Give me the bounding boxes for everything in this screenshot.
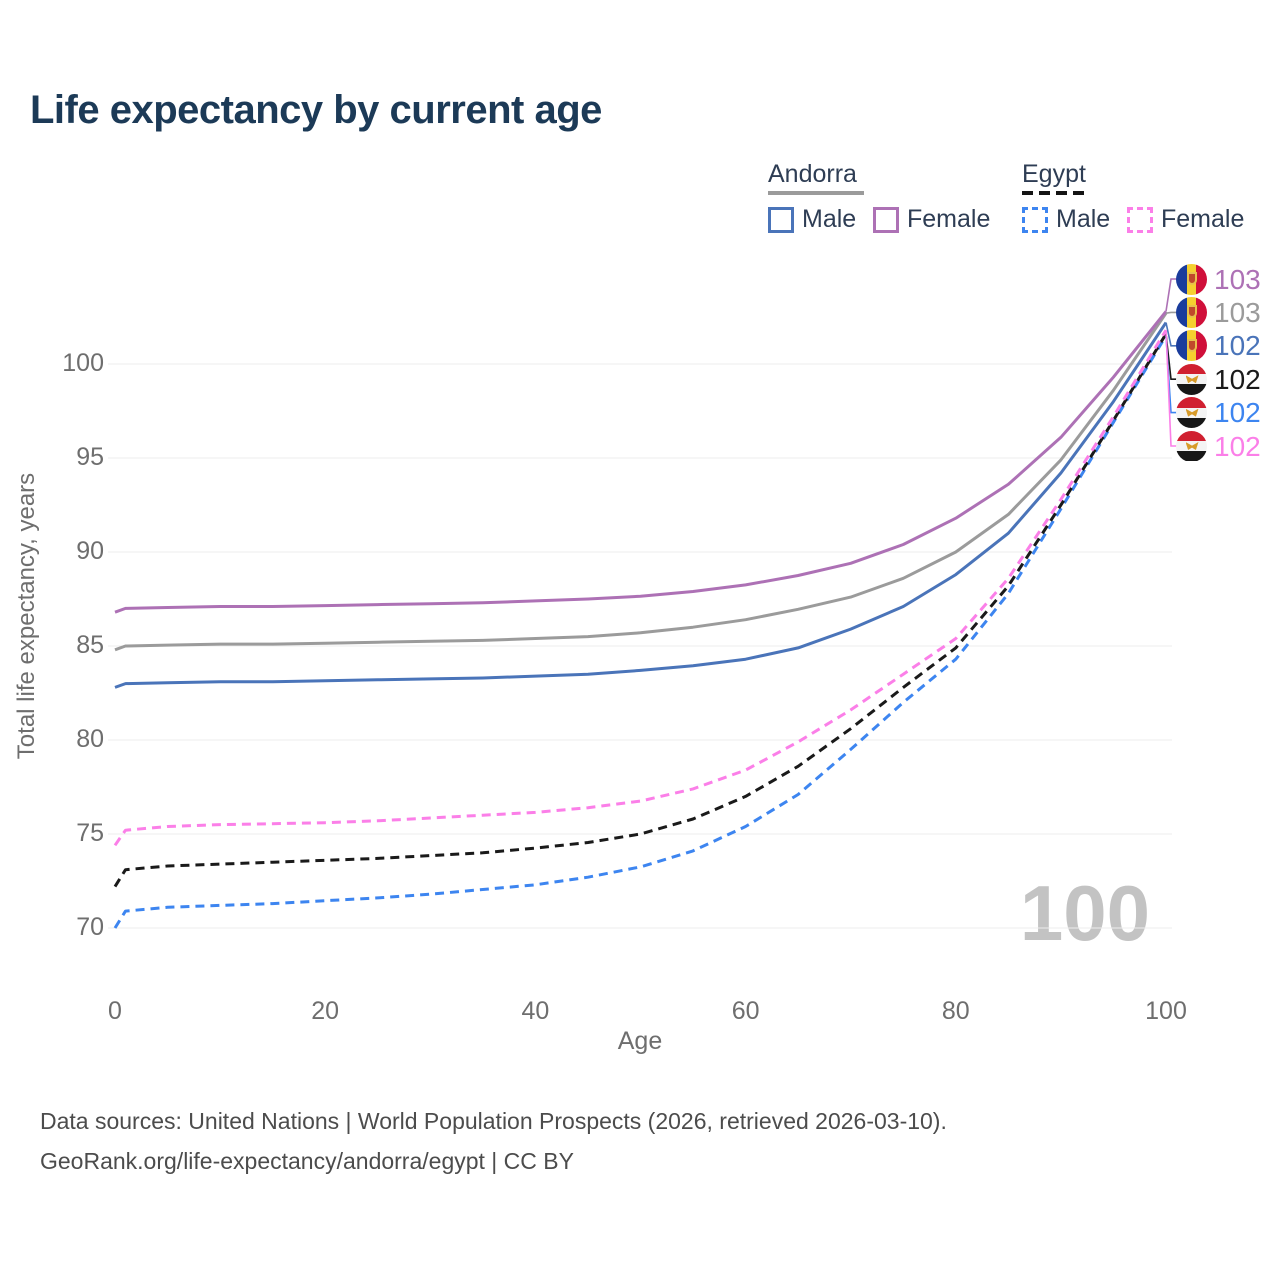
legend-swatch-egypt-female-icon — [1127, 206, 1153, 233]
footer-attribution[interactable]: GeoRank.org/life-expectancy/andorra/egyp… — [40, 1148, 574, 1174]
x-tick-label: 20 — [311, 997, 340, 1025]
x-tick-label: 40 — [521, 997, 550, 1025]
legend-country-egypt[interactable]: Egypt — [1022, 160, 1086, 188]
y-tick-label: 100 — [62, 349, 104, 377]
end-label-leader-line — [1165, 322, 1177, 347]
legend-item-andorra-male[interactable]: Male — [768, 205, 856, 234]
x-tick-label: 60 — [731, 997, 760, 1025]
y-tick-label: 80 — [76, 725, 104, 753]
end-label-leader-line — [1165, 311, 1177, 314]
end-label-leader-line — [1165, 333, 1177, 380]
legend-underline-andorra — [768, 191, 864, 195]
legend-label: Male — [802, 205, 857, 233]
age-counter-watermark: 100 — [1019, 869, 1150, 957]
legend-item-egypt-male[interactable]: Male — [1022, 205, 1110, 234]
series-end-value: 102 — [1214, 363, 1261, 395]
series-end-value: 103 — [1214, 296, 1261, 328]
series-line-egypt-male — [113, 335, 1168, 929]
legend-country-andorra[interactable]: Andorra — [768, 160, 857, 188]
x-tick-label: 0 — [108, 997, 122, 1025]
legend-label: Female — [907, 205, 991, 233]
legend-item-egypt-female[interactable]: Female — [1127, 205, 1244, 234]
y-tick-label: 90 — [76, 537, 104, 565]
egypt-flag-icon — [1176, 397, 1207, 429]
legend-swatch-andorra-female-icon — [873, 206, 899, 233]
legend-swatch-egypt-male-icon — [1022, 206, 1048, 233]
series-line-egypt-female — [113, 329, 1168, 847]
series-end-value: 102 — [1214, 430, 1261, 462]
x-tick-label: 80 — [941, 997, 970, 1025]
legend-underline-egypt — [1022, 191, 1086, 195]
legend-item-andorra-female[interactable]: Female — [873, 205, 990, 234]
series-line-egypt-all — [113, 333, 1168, 888]
egypt-flag-icon — [1176, 430, 1207, 462]
end-label-leader-line — [1165, 330, 1177, 447]
series-end-value: 103 — [1214, 263, 1261, 295]
end-label-leader-line — [1165, 278, 1177, 312]
y-tick-label: 70 — [76, 913, 104, 941]
legend-label: Male — [1056, 205, 1111, 233]
series-line-andorra-male — [114, 321, 1168, 689]
y-tick-label: 75 — [76, 819, 104, 847]
series-line-andorra-all — [114, 312, 1168, 652]
series-end-value: 102 — [1214, 330, 1261, 362]
legend-swatch-andorra-male-icon — [768, 206, 794, 233]
y-tick-label: 95 — [76, 443, 104, 471]
x-axis-title: Age — [617, 1027, 663, 1055]
y-axis-title: Total life expectancy, years — [13, 472, 40, 760]
andorra-flag-icon — [1176, 330, 1207, 362]
y-axis-title-wrap: Total life expectancy, years — [13, 336, 41, 896]
page-title: Life expectancy by current age — [30, 88, 602, 132]
series-end-value: 102 — [1214, 397, 1261, 429]
footer-data-sources: Data sources: United Nations | World Pop… — [40, 1108, 947, 1134]
egypt-flag-icon — [1176, 363, 1207, 395]
series-line-andorra-female — [114, 310, 1168, 614]
legend-label: Female — [1161, 205, 1245, 233]
y-tick-label: 85 — [76, 631, 104, 659]
andorra-flag-icon — [1176, 263, 1207, 295]
x-tick-label: 100 — [1145, 997, 1187, 1025]
andorra-flag-icon — [1176, 296, 1207, 328]
